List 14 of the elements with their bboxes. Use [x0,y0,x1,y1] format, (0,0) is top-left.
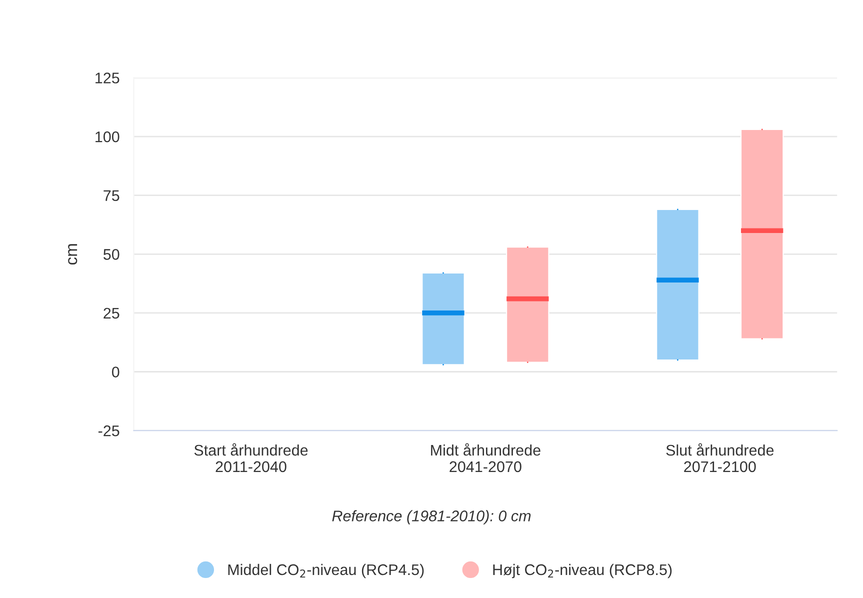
y-tick-label: 0 [112,366,120,378]
y-tick-label: 25 [104,308,120,319]
y-tick-label: 100 [96,131,120,142]
x-tick-label: Slut århundrede 2071-2100 [666,443,774,472]
y-tick-label: 125 [96,72,120,84]
x-tick-label: Start århundrede 2011-2040 [194,443,308,472]
legend-label: Højt CO$_{2}$-niveau (RCP8.5) [493,564,672,578]
y-axis-title: cm [68,244,78,265]
legend-label: Middel CO$_{2}$-niveau (RCP4.5) [228,564,424,578]
x-tick-label: Midt århundrede 2041-2070 [431,443,540,472]
y-tick-label: 75 [104,190,120,202]
y-tick-label: -25 [98,425,120,436]
text: Reference (1981-2010): 0 cm [332,510,531,524]
y-tick-label: 50 [103,249,120,260]
